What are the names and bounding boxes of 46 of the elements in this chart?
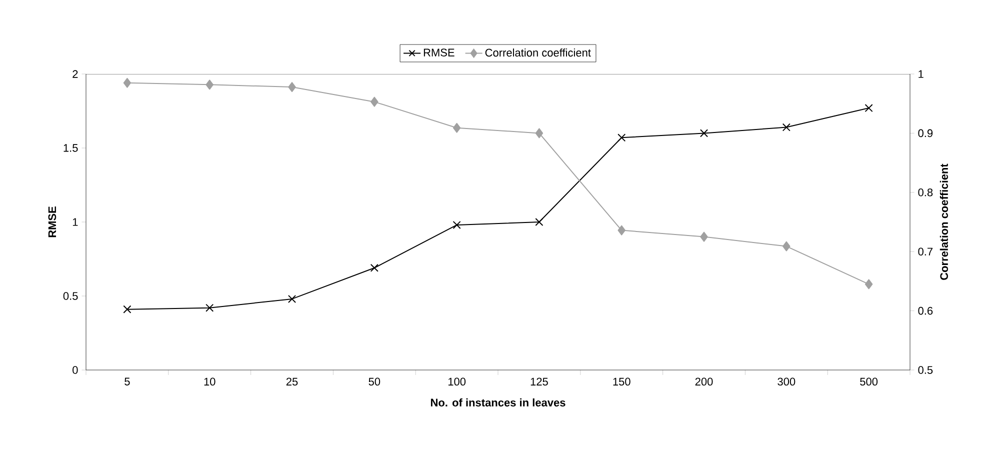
x-tick-label: 5 — [124, 378, 130, 386]
y-tick-label: 2 — [72, 70, 78, 78]
y-tick-label: 1 — [72, 218, 78, 226]
x-tick-label: 25 — [286, 378, 298, 386]
legend-label: Correlation coefficient — [485, 48, 591, 57]
point — [535, 128, 544, 138]
x-tick-label: 150 — [613, 378, 630, 386]
legend-label: RMSE — [424, 48, 454, 56]
x-tick-label: 100 — [448, 378, 466, 386]
point — [782, 241, 790, 252]
y2-tick-label: 1 — [918, 70, 924, 78]
point — [452, 220, 461, 229]
point — [206, 80, 214, 90]
point — [700, 232, 708, 242]
x-tick-label: 125 — [530, 378, 548, 386]
point — [370, 264, 378, 272]
y-tick-label: 0.5 — [63, 292, 78, 300]
point — [452, 122, 461, 133]
point — [370, 96, 378, 107]
point — [864, 279, 873, 290]
point — [618, 225, 626, 236]
y-axis-title: RMSE — [48, 206, 56, 238]
x-tick-label: 50 — [368, 378, 380, 386]
y2-tick-label: 0.9 — [918, 129, 933, 138]
point — [864, 104, 873, 112]
y-tick-label: 0 — [72, 366, 78, 374]
point — [700, 129, 708, 138]
x-axis-title: No. of instances in leaves — [430, 398, 566, 406]
point — [782, 123, 790, 132]
x-tick-label: 500 — [860, 378, 878, 386]
y2-tick-label: 0.8 — [918, 188, 933, 196]
y2-tick-label: 0.6 — [918, 306, 933, 315]
x-tick-label: 10 — [204, 378, 216, 386]
point — [206, 304, 214, 312]
point — [535, 218, 544, 226]
y2-tick-label: 0.5 — [918, 366, 933, 374]
x-tick-label: 300 — [778, 378, 796, 386]
point — [618, 134, 626, 142]
y2-tick-label: 0.7 — [918, 248, 933, 256]
y2-axis-title: Correlation coefficient — [940, 164, 948, 280]
point — [288, 294, 296, 303]
point — [123, 78, 132, 88]
x-tick-label: 200 — [695, 378, 713, 386]
y-tick-label: 1.5 — [64, 144, 78, 152]
point — [123, 305, 132, 314]
point — [288, 82, 296, 92]
